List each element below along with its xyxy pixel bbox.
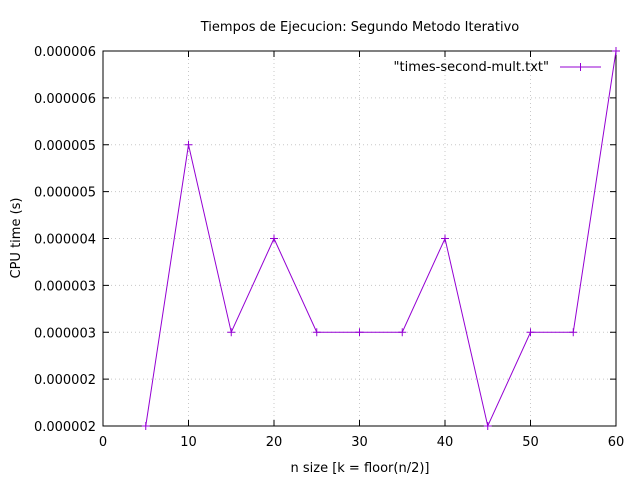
series-line	[145, 50, 617, 428]
data-point-marker	[612, 47, 620, 55]
data-point-marker	[141, 422, 150, 430]
data-point-marker	[270, 234, 278, 243]
x-tick-label: 0	[99, 435, 107, 450]
x-tick-labels: 0 10 20 30 40 50 60	[99, 435, 624, 450]
x-tick-label: 30	[351, 435, 368, 450]
x-tick-label: 20	[266, 435, 283, 450]
x-tick-label: 50	[522, 435, 539, 450]
chart-title: Tiempos de Ejecucion: Segundo Metodo Ite…	[200, 20, 520, 35]
x-axis-label: n size [k = floor(n/2)]	[290, 461, 429, 476]
y-tick-label: 0.000005	[34, 139, 96, 154]
x-tick-label: 10	[180, 435, 197, 450]
data-point-marker	[184, 140, 193, 149]
data-point-marker	[526, 328, 535, 337]
y-tick-labels: 0.000002 0.000002 0.000003 0.000003 0.000004…	[34, 45, 96, 435]
data-point-marker	[398, 328, 407, 337]
grid-lines	[103, 51, 616, 426]
y-tick-label: 0.000005	[34, 186, 96, 201]
data-point-marker	[569, 328, 578, 337]
y-tick-label: 0.000002	[34, 420, 96, 435]
y-tick-label: 0.000002	[34, 373, 96, 388]
series-layer	[141, 47, 620, 430]
data-point-marker	[483, 422, 492, 430]
data-point-marker	[355, 328, 364, 337]
legend-plus-marker	[576, 63, 585, 71]
data-point-marker	[441, 234, 449, 243]
y-tick-label: 0.000006	[34, 45, 96, 60]
y-axis-label: CPU time (s)	[9, 198, 24, 279]
legend-marker	[576, 63, 585, 71]
x-tick-label: 40	[437, 435, 454, 450]
legend: "times-second-mult.txt"	[394, 60, 601, 75]
y-tick-label: 0.000004	[34, 233, 96, 248]
y-tick-label: 0.000003	[34, 326, 96, 341]
y-tick-label: 0.000003	[34, 279, 96, 294]
data-point-marker	[227, 328, 236, 337]
data-point-marker	[312, 328, 321, 337]
legend-label: "times-second-mult.txt"	[394, 60, 549, 75]
y-tick-label: 0.000006	[34, 92, 96, 107]
plot-frame	[102, 50, 617, 427]
x-tick-label: 60	[608, 435, 625, 450]
